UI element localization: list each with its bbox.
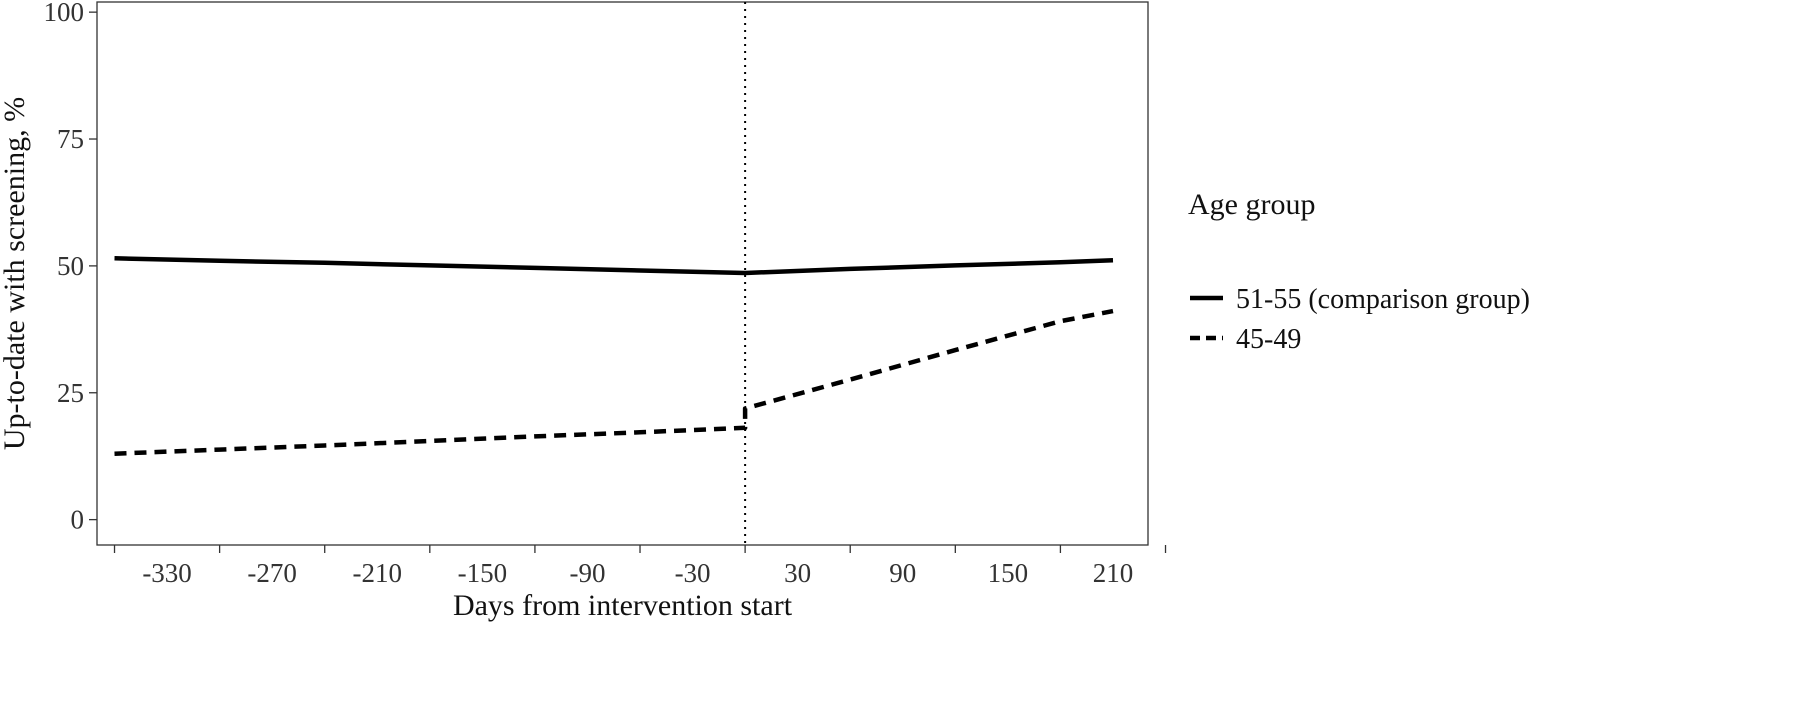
x-tick-label: -30 <box>675 558 711 588</box>
y-tick-label: 25 <box>57 378 84 408</box>
y-tick-label: 0 <box>71 505 85 535</box>
x-axis-title: Days from intervention start <box>453 589 793 622</box>
x-tick-label: 90 <box>889 558 916 588</box>
x-tick-label: -270 <box>247 558 297 588</box>
x-tick-label: -210 <box>353 558 403 588</box>
series-line-comparison-51-55 <box>114 256 1114 276</box>
x-tick-label: -330 <box>142 558 192 588</box>
legend-label: 51-55 (comparison group) <box>1236 284 1530 315</box>
plot-layer <box>114 2 1114 545</box>
plot-panel-border <box>96 1 1149 546</box>
x-tick-label: 150 <box>988 558 1029 588</box>
x-tick-label: -90 <box>569 558 605 588</box>
legend-layer: 51-55 (comparison group) 45-49 <box>1190 284 1530 355</box>
x-tick-label: 210 <box>1093 558 1134 588</box>
y-tick-label: 75 <box>57 124 84 154</box>
y-tick-label: 100 <box>44 0 85 27</box>
axes-layer: -330 -270 -210 -150 -90 -30 30 90 150 210 0 25 50 75 1… <box>44 0 1167 588</box>
legend-title: Age group <box>1188 188 1315 221</box>
series-line-intervention-45-49 <box>114 308 1114 456</box>
x-tick-label: -150 <box>458 558 508 588</box>
legend-label: 45-49 <box>1236 324 1301 355</box>
y-tick-label: 50 <box>57 251 84 281</box>
x-tick-label: 30 <box>784 558 811 588</box>
y-axis-title: Up-to-date with screening, % <box>0 97 31 450</box>
